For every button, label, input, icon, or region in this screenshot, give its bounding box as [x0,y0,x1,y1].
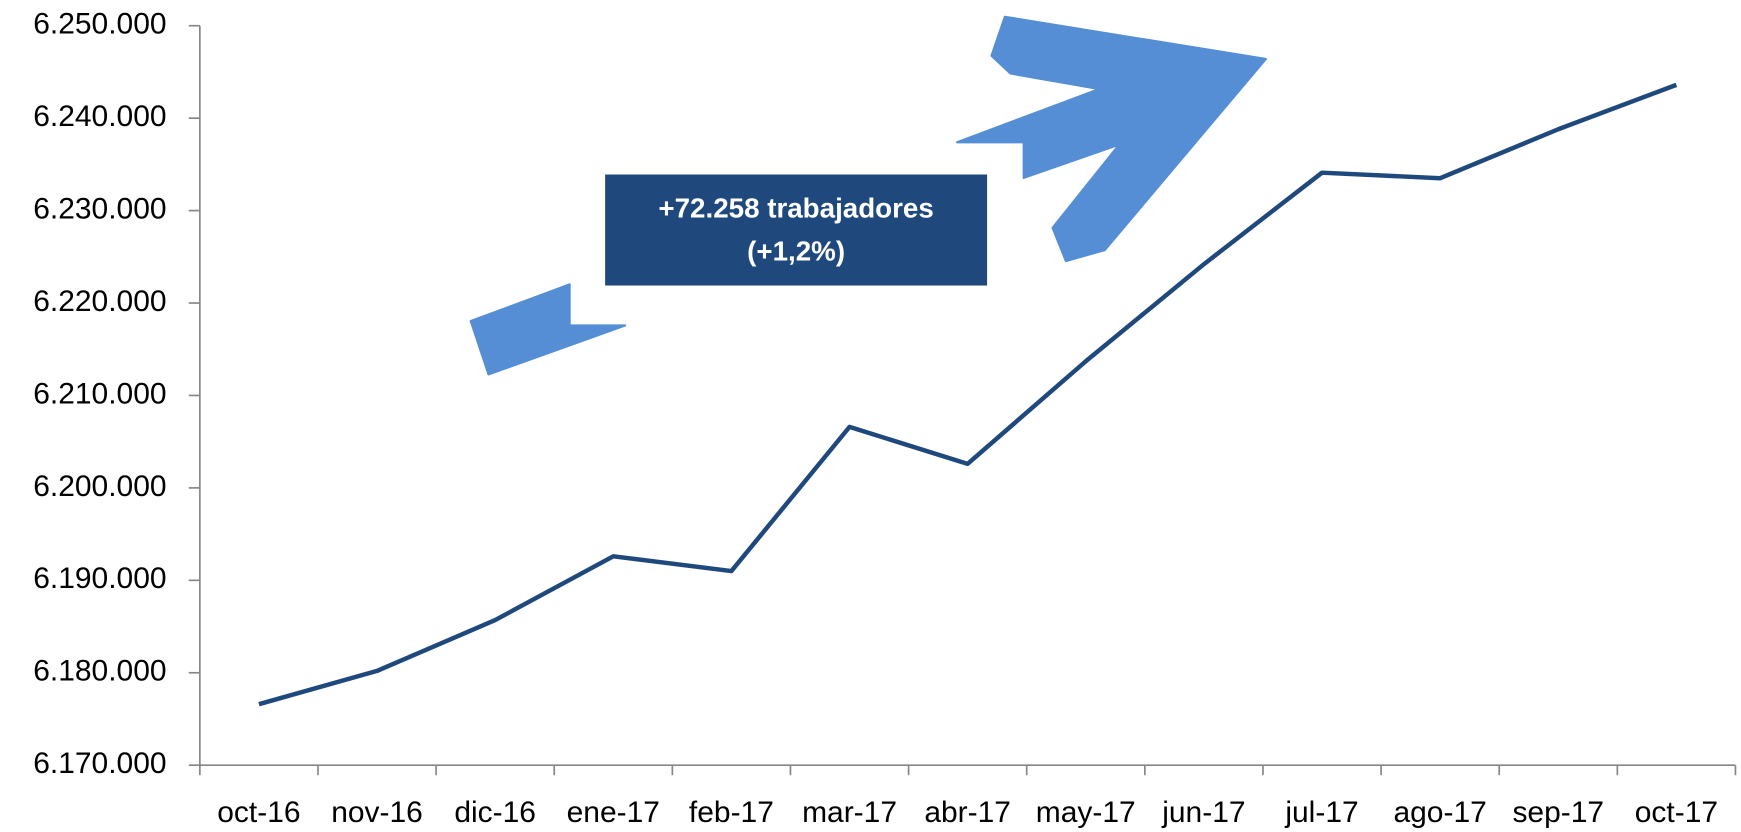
data-line [258,82,1678,707]
y-tick-label: 6.230.000 [33,193,166,226]
y-tick-label: 6.240.000 [33,100,166,133]
x-tick-label: feb-17 [689,796,774,829]
annotation-text: +72.258 trabajadores [658,192,933,223]
arrow-tail [469,283,627,376]
x-tick-label: ene-17 [567,796,660,829]
x-tick-label: sep-17 [1512,796,1604,829]
x-tick-label: mar-17 [802,796,897,829]
y-tick-label: 6.210.000 [33,377,166,410]
y-tick-label: 6.180.000 [33,655,166,688]
x-tick-label: oct-17 [1635,796,1718,829]
x-tick-label: abr-17 [924,796,1011,829]
y-tick-label: 6.220.000 [33,285,166,318]
y-tick-label: 6.190.000 [33,562,166,595]
x-tick-label: ago-17 [1393,796,1486,829]
annotation-text: (+1,2%) [747,236,845,267]
x-tick-label: nov-16 [331,796,423,829]
trend-arrow [469,15,1267,376]
x-tick-label: jul-17 [1284,796,1358,829]
arrow-head [955,15,1267,263]
y-tick-label: 6.250.000 [33,8,166,41]
x-tick-label: oct-16 [217,796,300,829]
y-tick-label: 6.170.000 [33,747,166,780]
y-tick-label: 6.200.000 [33,470,166,503]
x-tick-label: may-17 [1036,796,1136,829]
x-tick-label: dic-16 [454,796,536,829]
annotation-box [605,174,988,286]
x-tick-label: jun-17 [1161,796,1245,829]
